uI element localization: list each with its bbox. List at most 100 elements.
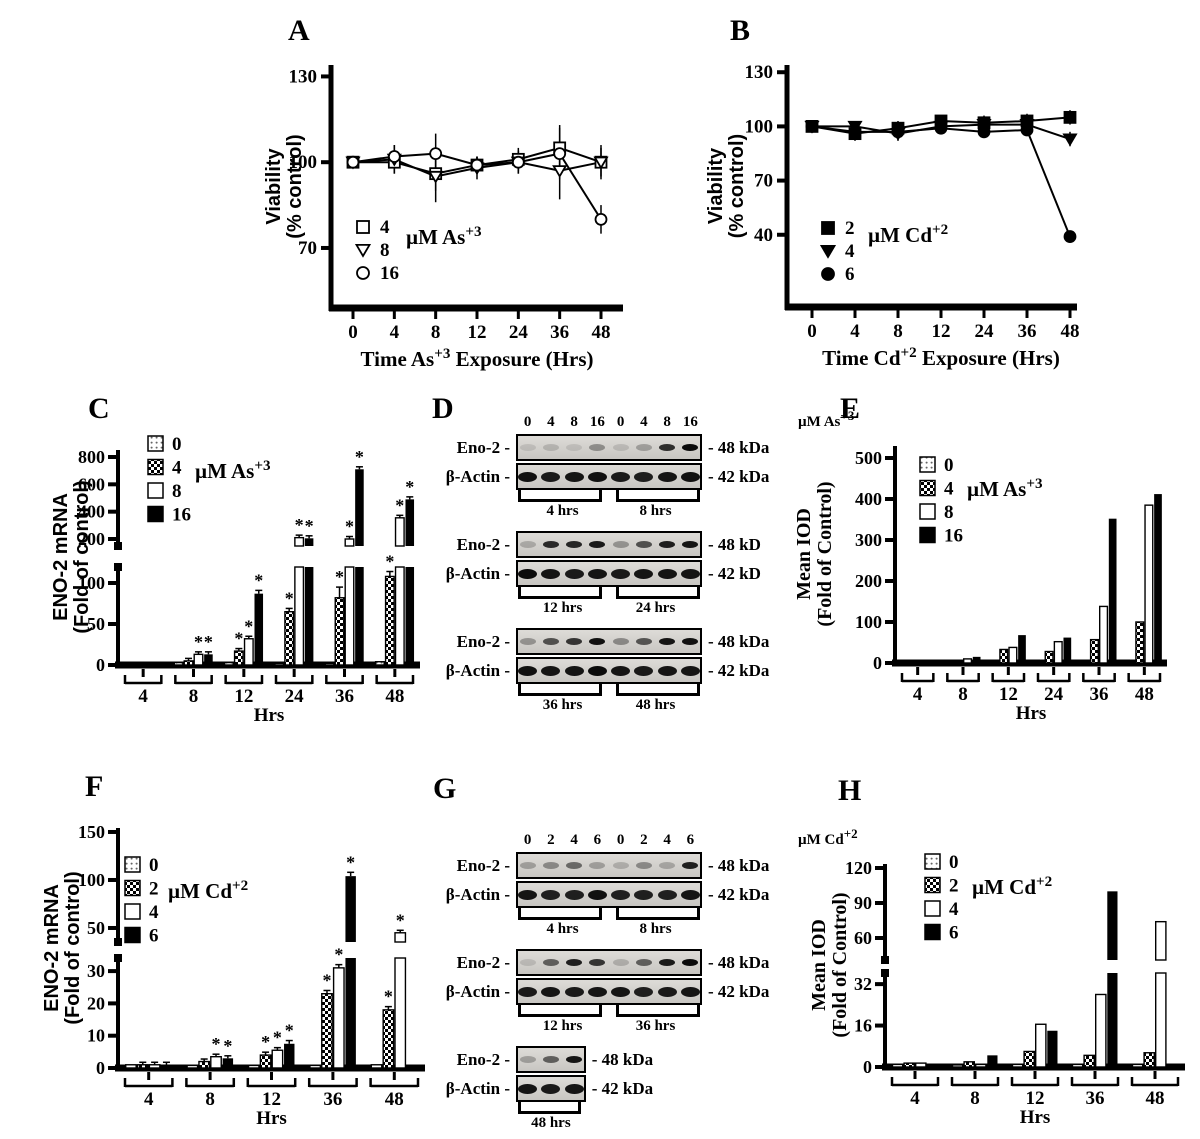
protein-band	[518, 665, 538, 676]
y-tick-label: 10	[87, 1026, 105, 1046]
bar-upper-segment	[1155, 920, 1167, 961]
y-tick-label: 30	[87, 961, 105, 981]
time-bracket	[616, 684, 701, 696]
y-tick-label: 0	[96, 1058, 105, 1078]
time-label: 8 hrs	[639, 921, 672, 937]
legend-label: 4	[149, 902, 159, 923]
bar	[987, 1055, 998, 1067]
legend-label: 0	[944, 455, 954, 476]
bar-lower-segment	[294, 566, 305, 666]
y-tick-label: 150	[78, 822, 105, 842]
y-tick-label: 100	[855, 612, 882, 632]
group-label: 36	[335, 686, 354, 707]
legend-label: 2	[845, 218, 855, 239]
data-point-marker	[821, 267, 835, 281]
bar	[153, 664, 163, 665]
bar	[374, 661, 385, 666]
blot-row-label: Eno-2 -	[456, 534, 510, 554]
lane-label: 2	[640, 832, 648, 848]
kda-label: - 48 kDa	[591, 1049, 654, 1069]
protein-band	[564, 665, 584, 676]
group-label: 48	[1135, 684, 1154, 705]
lane-label: 4	[663, 832, 671, 848]
bar	[962, 658, 973, 664]
x-tick-label: 0	[807, 321, 817, 342]
time-bracket-row	[516, 908, 702, 921]
bar-upper-segment	[405, 499, 415, 546]
data-point-marker	[552, 165, 568, 179]
bar	[1126, 661, 1136, 665]
protein-band	[541, 568, 561, 579]
group-label: 8	[958, 684, 968, 705]
bar	[284, 1043, 295, 1068]
protein-band	[635, 959, 652, 966]
time-label: 24 hrs	[635, 600, 676, 616]
time-bracket	[616, 1005, 701, 1017]
time-bracket	[517, 908, 602, 920]
blot-row-label: β-Actin -	[445, 660, 510, 680]
bar-lower-segment	[394, 566, 405, 666]
group-label: 36	[1086, 1088, 1105, 1109]
time-label-row: 4 hrs 8 hrs	[516, 503, 702, 521]
group-label: 48	[385, 686, 404, 707]
y-tick-label: 100	[289, 152, 318, 173]
protein-band	[589, 541, 606, 548]
group-label: 8	[205, 1089, 215, 1110]
blot-row: Eno-2 - - 48 kDa	[430, 1046, 810, 1073]
time-bracket	[517, 587, 602, 599]
data-point-marker	[891, 125, 905, 139]
protein-band	[659, 541, 676, 548]
blot-box	[516, 949, 702, 976]
data-point-marker	[1063, 230, 1077, 243]
protein-band	[518, 471, 538, 482]
bar	[1089, 638, 1099, 664]
panel-a-letter: A	[288, 14, 310, 47]
legend-swatch	[919, 456, 936, 473]
bar	[1063, 637, 1072, 663]
time-bracket-row	[516, 1005, 702, 1018]
legend-title: µM As+3	[195, 458, 271, 483]
time-label: 12 hrs	[542, 1018, 583, 1034]
kda-label: - 42 kDa	[708, 981, 770, 1001]
significance-star: *	[355, 447, 364, 467]
protein-band	[634, 471, 654, 482]
blot-box	[516, 531, 702, 558]
bar	[1108, 518, 1117, 663]
protein-band	[589, 959, 606, 966]
protein-band	[657, 471, 677, 482]
protein-band	[541, 1083, 561, 1094]
legend-swatch	[124, 856, 141, 873]
blot-box	[516, 463, 702, 490]
legend-label: 8	[944, 502, 954, 523]
protein-band	[519, 1056, 536, 1063]
protein-band	[634, 665, 654, 676]
protein-band	[518, 1083, 538, 1094]
protein-band	[635, 638, 652, 645]
y-tick-label: 60	[854, 928, 872, 948]
blot-row-label: β-Actin -	[445, 981, 510, 1001]
group-label: 4	[144, 1089, 154, 1110]
lane-label: 6	[593, 832, 602, 848]
x-tick-label: 24	[509, 322, 529, 343]
axis-break-mark	[114, 563, 122, 571]
panel-c-letter: C	[88, 392, 110, 425]
protein-band	[541, 665, 561, 676]
legend-swatch	[147, 505, 164, 523]
legend-swatch	[124, 879, 141, 897]
blot-box	[516, 1046, 586, 1073]
y-tick-label: 100	[78, 573, 105, 593]
blot-box	[516, 1075, 586, 1102]
bar	[198, 1060, 211, 1069]
lane-label: 0	[616, 414, 625, 430]
blot-row: β-Actin - - 42 kDa	[430, 463, 810, 490]
y-tick-label: 16	[854, 1016, 872, 1036]
group-label: 24	[1044, 684, 1064, 705]
legend-title: µM As+3	[406, 224, 482, 249]
data-point-marker	[429, 147, 443, 161]
lane-label-row: 0 2 4 6 0 2 4 6 µM Cd+2	[516, 826, 858, 852]
protein-band	[564, 986, 584, 997]
bar	[173, 661, 184, 666]
bar	[1131, 1063, 1144, 1068]
legend-label: 8	[380, 240, 390, 261]
legend-label: 0	[149, 855, 159, 876]
